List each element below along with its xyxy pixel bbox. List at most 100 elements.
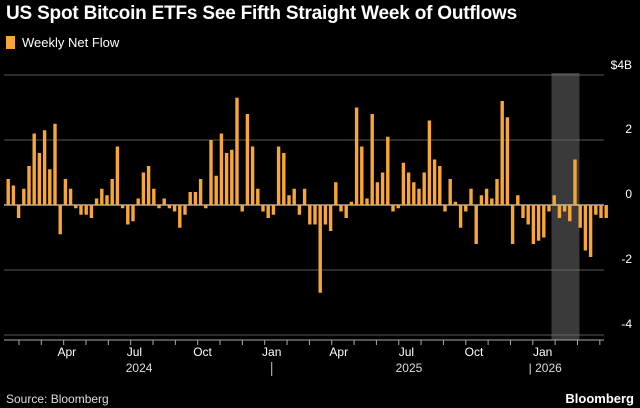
bar <box>391 205 395 212</box>
bar <box>110 179 114 205</box>
bar <box>417 188 421 205</box>
bar <box>27 166 31 205</box>
bar <box>469 188 473 205</box>
bar <box>131 205 135 222</box>
bar <box>105 195 109 205</box>
bar <box>141 172 146 205</box>
bar <box>152 188 156 205</box>
bar <box>68 188 73 205</box>
bar <box>120 205 125 209</box>
legend-label: Weekly Net Flow <box>22 35 120 50</box>
bar <box>422 172 426 205</box>
x-tick-label: Apr <box>57 345 76 359</box>
bar <box>334 182 338 205</box>
y-tick-label: 2 <box>625 122 632 136</box>
bar <box>302 188 307 205</box>
chart-title: US Spot Bitcoin ETFs See Fifth Straight … <box>6 3 517 24</box>
bar <box>115 146 120 205</box>
bar <box>464 205 468 212</box>
bar <box>349 201 354 205</box>
bar <box>63 179 68 205</box>
bar <box>79 205 83 215</box>
bar <box>412 182 416 205</box>
x-tick-label: Jan <box>533 345 552 359</box>
bar <box>510 205 515 244</box>
y-tick-label: -2 <box>621 252 632 266</box>
bar <box>531 205 536 244</box>
bar <box>505 117 510 205</box>
bar <box>360 146 364 205</box>
bar <box>354 107 359 205</box>
year-label: 2024 <box>126 361 153 375</box>
bar <box>375 182 380 205</box>
bar <box>458 205 463 228</box>
bar <box>588 205 593 257</box>
bar <box>32 133 36 205</box>
bar <box>84 205 88 215</box>
bar <box>328 205 333 231</box>
bar <box>261 205 265 212</box>
bar <box>74 205 78 209</box>
bar <box>282 153 286 205</box>
bar <box>365 198 369 205</box>
bar <box>453 201 458 205</box>
x-tick-label: Apr <box>329 345 348 359</box>
bar <box>536 205 541 241</box>
bar <box>386 136 390 205</box>
bar <box>313 205 317 225</box>
bar <box>292 188 296 205</box>
bar <box>94 198 99 205</box>
bar <box>521 205 525 218</box>
bar <box>287 195 291 205</box>
bar <box>271 205 276 215</box>
bar <box>604 205 608 218</box>
bar <box>58 205 62 235</box>
bar <box>126 205 130 225</box>
bar <box>339 205 343 212</box>
y-tick-label: $4B <box>611 58 632 72</box>
bar <box>16 205 21 218</box>
bar <box>547 205 551 212</box>
y-tick-label: -4 <box>621 317 632 331</box>
bar <box>183 205 187 215</box>
year-label: | 2026 <box>529 361 562 375</box>
bar <box>162 198 166 205</box>
bar <box>172 205 177 212</box>
bar <box>256 188 260 205</box>
source-note: Source: Bloomberg <box>6 392 109 406</box>
bar <box>479 195 484 205</box>
x-tick-label: Oct <box>465 345 484 359</box>
bar <box>198 179 203 205</box>
bar <box>557 205 562 218</box>
bar <box>490 198 494 205</box>
bar <box>308 205 312 225</box>
bar <box>526 205 530 225</box>
x-tick-label: Jan <box>262 345 281 359</box>
bar <box>297 205 302 215</box>
bar <box>250 146 255 205</box>
bar <box>562 205 567 212</box>
bar <box>209 140 213 205</box>
bar <box>193 192 198 205</box>
bar <box>542 205 546 238</box>
year-label: 2025 <box>396 361 423 375</box>
y-tick-label: 0 <box>625 187 632 201</box>
x-tick-label: Oct <box>193 345 212 359</box>
bar <box>219 133 224 205</box>
x-tick-label: Jul <box>127 345 142 359</box>
bar <box>276 146 281 205</box>
bar <box>318 205 322 293</box>
bar <box>214 175 218 205</box>
bar <box>42 130 47 205</box>
bar <box>266 205 270 218</box>
bar <box>245 114 250 205</box>
bar <box>157 205 161 209</box>
bar <box>230 149 234 205</box>
bar <box>235 97 239 205</box>
bar <box>495 179 499 205</box>
bar <box>224 153 229 205</box>
bar <box>22 188 26 205</box>
bar <box>6 179 10 205</box>
bar <box>583 205 588 251</box>
